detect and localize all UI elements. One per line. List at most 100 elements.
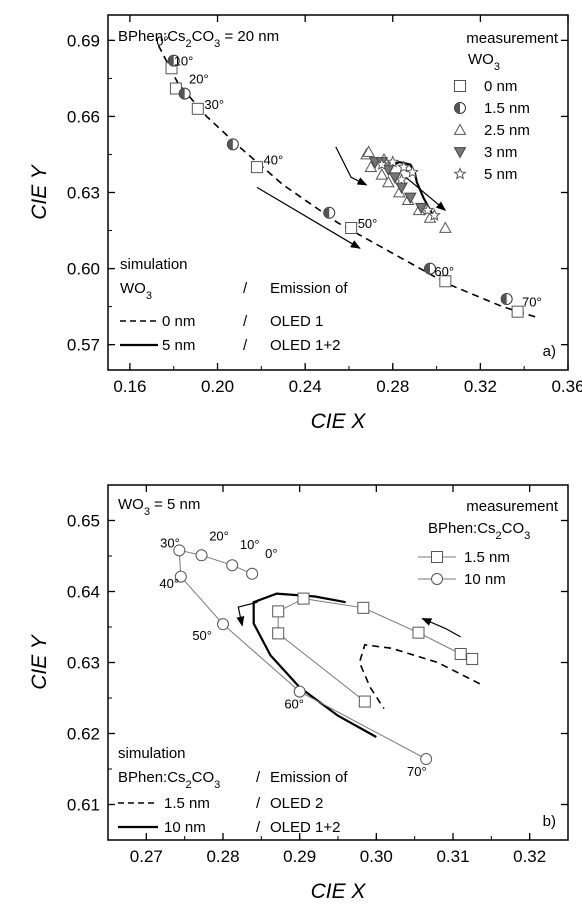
- data-point: [397, 160, 411, 173]
- legend-label: 0 nm: [484, 78, 517, 95]
- data-point-fill: [227, 138, 233, 150]
- simulation-legend-title: simulation: [118, 745, 186, 762]
- simulation-legend-layer-part-3: 3: [214, 779, 220, 791]
- data-point: [427, 208, 441, 221]
- panel-a-header-part-4: = 20 nm: [220, 28, 279, 45]
- simulation-legend-label: 10 nm: [164, 819, 206, 836]
- legend-title-layer-part-0: BPhen:Cs: [428, 520, 496, 537]
- y-axis-label: CIE Y: [28, 163, 51, 219]
- x-tick-label: 0.28: [376, 377, 409, 396]
- data-point: [272, 627, 285, 640]
- y-axis-label: CIE Y: [28, 633, 51, 689]
- series-line-0: [277, 598, 473, 702]
- data-point: [250, 161, 263, 174]
- legend-title-layer: WO3: [468, 51, 500, 73]
- data-point: [386, 155, 400, 168]
- data-point: [323, 206, 336, 219]
- y-tick-label: 0.66: [67, 107, 100, 126]
- y-tick-label: 0.63: [67, 654, 100, 673]
- legend-title-measurement: measurement: [466, 30, 559, 47]
- simulation-legend-layer-part-0: BPhen:Cs: [118, 769, 186, 786]
- data-point: [173, 544, 186, 557]
- legend-title-layer-part-3: 3: [524, 530, 530, 542]
- simulation-legend-emission: OLED 1: [270, 313, 323, 330]
- legend-marker: [453, 167, 467, 180]
- angle-label: 0°: [265, 546, 277, 561]
- data-point: [362, 145, 376, 157]
- simulation-legend-emission: OLED 2: [270, 795, 323, 812]
- simulation-legend-layer-part-1: 3: [146, 290, 152, 302]
- angle-label: 30°: [204, 97, 224, 112]
- panel-a-header-part-2: CO: [192, 28, 215, 45]
- data-point: [174, 570, 187, 583]
- x-tick-label: 0.24: [289, 377, 322, 396]
- data-point: [395, 173, 408, 186]
- data-point: [375, 168, 389, 180]
- legend-label: 10 nm: [464, 571, 506, 588]
- data-point: [382, 164, 395, 177]
- legend-title-measurement: measurement: [466, 498, 559, 515]
- legend-marker: [453, 123, 467, 135]
- legend-label: 5 nm: [484, 166, 517, 183]
- y-tick-label: 0.69: [67, 31, 100, 50]
- data-point: [358, 695, 371, 708]
- panel-a-header-part-3: 3: [214, 38, 220, 50]
- angle-label: 30°: [160, 535, 180, 550]
- legend-label: 2.5 nm: [484, 122, 530, 139]
- simulation-legend-separator: /: [243, 280, 248, 297]
- data-point: [454, 647, 467, 660]
- x-tick-label: 0.32: [464, 377, 497, 396]
- data-point: [167, 54, 180, 67]
- panel-label: a): [543, 343, 556, 360]
- panel-b-chart: 0.27 0.28 0.29 0.30 0.31 0.32 0.61 0.62 0.63 0.64…: [28, 484, 569, 903]
- x-tick-label: 0.27: [130, 847, 163, 866]
- legend-marker: [453, 147, 467, 159]
- y-tick-label: 0.65: [67, 512, 100, 531]
- legend-marker: [431, 573, 443, 585]
- simulation-legend-emission-title: Emission of: [270, 280, 348, 297]
- simulation-legend-title: simulation: [120, 256, 188, 273]
- simulation-line-dashed: [157, 45, 536, 318]
- data-point: [511, 305, 524, 318]
- y-tick-label: 0.57: [67, 336, 100, 355]
- data-point: [420, 753, 433, 766]
- x-tick-label: 0.20: [201, 377, 234, 396]
- panel-b-header-part-2: = 5 nm: [150, 496, 200, 513]
- angle-label: 60°: [434, 264, 454, 279]
- legend-marker-fill: [454, 102, 460, 114]
- y-tick-label: 0.64: [67, 583, 100, 602]
- angle-label: 60°: [284, 697, 304, 712]
- angle-label: 70°: [522, 295, 542, 310]
- y-tick-label: 0.61: [67, 796, 100, 815]
- data-point: [375, 157, 389, 171]
- panel-label: b): [543, 813, 556, 830]
- data-point: [424, 262, 436, 275]
- panel-b-header: WO3 = 5 nm: [118, 496, 200, 518]
- angle-label: 40°: [159, 576, 179, 591]
- data-point: [421, 203, 435, 216]
- angle-label: 70°: [407, 764, 427, 779]
- x-tick-label: 0.32: [513, 847, 546, 866]
- x-tick-label: 0.16: [113, 377, 146, 396]
- data-point: [272, 605, 285, 618]
- data-point: [226, 138, 239, 151]
- angle-label: 10°: [240, 537, 260, 552]
- data-point: [439, 275, 452, 288]
- data-point: [191, 102, 204, 115]
- simulation-legend-separator: /: [256, 795, 261, 812]
- data-point: [364, 160, 378, 173]
- direction-arrow: [421, 617, 461, 638]
- angle-label: 20°: [209, 528, 229, 543]
- x-tick-label: 0.29: [283, 847, 316, 866]
- x-tick-label: 0.36: [551, 377, 582, 396]
- legend-title-layer-part-1: 2: [496, 530, 502, 542]
- data-point: [382, 175, 395, 188]
- simulation-legend-separator: /: [256, 819, 261, 836]
- data-point: [178, 87, 191, 100]
- angle-label: 50°: [192, 628, 212, 643]
- data-point: [406, 165, 419, 178]
- legend-marker: [454, 80, 466, 92]
- data-point: [246, 567, 259, 580]
- data-point: [169, 82, 182, 95]
